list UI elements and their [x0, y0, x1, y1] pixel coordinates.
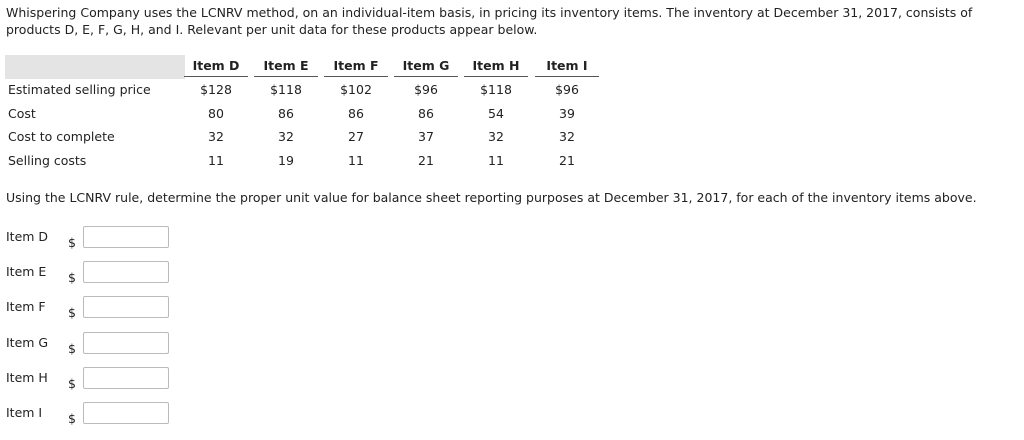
- row-label: Cost to complete: [8, 129, 115, 144]
- table-cell: 11: [488, 153, 504, 168]
- table-cell: 86: [348, 106, 364, 121]
- answer-label: Item H: [6, 369, 48, 385]
- table-cell: 21: [418, 153, 434, 168]
- table-cell: 80: [208, 106, 224, 121]
- table-cell: $102: [340, 82, 372, 97]
- column-header: Item D: [184, 58, 248, 77]
- currency-symbol: $: [68, 270, 76, 286]
- column-header: Item H: [464, 58, 528, 77]
- intro-text: Whispering Company uses the LCNRV method…: [6, 5, 973, 37]
- header-background: [5, 55, 185, 79]
- table-cell: 86: [418, 106, 434, 121]
- row-label: Selling costs: [8, 153, 87, 168]
- answer-input[interactable]: [83, 296, 169, 319]
- answer-input[interactable]: [83, 402, 169, 424]
- answer-input[interactable]: [83, 226, 169, 248]
- column-header: Item I: [535, 58, 599, 77]
- table-cell: $128: [200, 82, 232, 97]
- answer-label: Item E: [6, 264, 47, 280]
- column-header: Item G: [394, 58, 458, 77]
- table-cell: $118: [270, 82, 302, 97]
- table-cell: $96: [555, 82, 579, 97]
- table-cell: 39: [559, 106, 575, 121]
- table-cell: 37: [418, 129, 434, 144]
- answer-input[interactable]: [83, 331, 169, 354]
- answer-label: Item G: [6, 334, 49, 350]
- table-cell: 11: [348, 153, 364, 168]
- currency-symbol: $: [68, 340, 76, 356]
- currency-symbol: $: [68, 411, 76, 426]
- table-cell: 32: [278, 129, 294, 144]
- question-text: Using the LCNRV rule, determine the prop…: [6, 190, 977, 205]
- table-cell: 21: [559, 153, 575, 168]
- table-cell: 32: [488, 129, 504, 144]
- table-cell: 27: [348, 129, 364, 144]
- row-label: Cost: [8, 106, 36, 121]
- answer-label: Item F: [6, 299, 46, 315]
- table-cell: 32: [559, 129, 575, 144]
- row-label: Estimated selling price: [8, 82, 151, 97]
- currency-symbol: $: [68, 305, 76, 321]
- answer-input[interactable]: [83, 366, 169, 389]
- table-cell: $96: [414, 82, 438, 97]
- answer-label: Item I: [6, 405, 43, 420]
- table-cell: 86: [278, 106, 294, 121]
- table-cell: 11: [208, 153, 224, 168]
- answer-input[interactable]: [83, 261, 169, 284]
- currency-symbol: $: [68, 235, 76, 250]
- table-cell: 19: [278, 153, 294, 168]
- currency-symbol: $: [68, 375, 76, 391]
- column-header: Item E: [254, 58, 318, 77]
- table-cell: $118: [480, 82, 512, 97]
- table-cell: 32: [208, 129, 224, 144]
- answer-label: Item D: [6, 229, 49, 244]
- table-cell: 54: [488, 106, 504, 121]
- column-header: Item F: [324, 58, 388, 77]
